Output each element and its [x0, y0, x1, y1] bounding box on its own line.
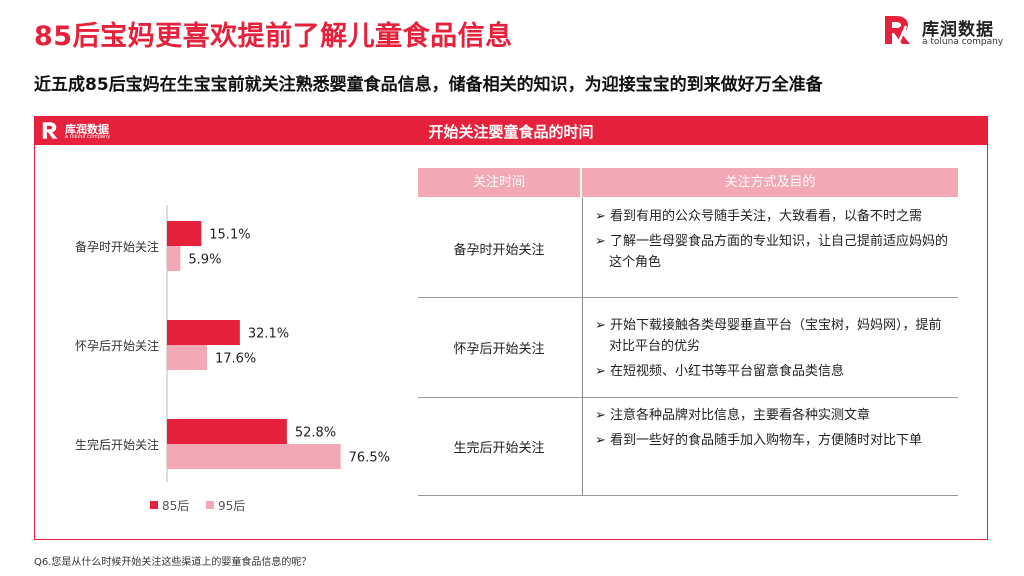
panel-title: 开始关注婴童食品的时间 [428, 123, 594, 141]
bar-chart: 备孕时开始关注 15.1% 5.9% 怀孕后开始关注 32.1% 17.6% 生完后开始关注… [75, 205, 390, 513]
table-row-divider [418, 495, 958, 496]
chart-panel: 库润数据 a toluna company 开始关注婴童食品的时间 [34, 116, 988, 540]
logo-name: 库润数据 [922, 20, 994, 40]
panel-logo-name: 库润数据 [65, 123, 109, 136]
table-row-method: ➢ 注意各种品牌对比信息，主要看各种实测文章 ➢ 看到一些好的食品随手加入购物车，… [582, 397, 958, 495]
table-bullet-item: ➢ 在短视频、小红书等平台留意食品类信息 [595, 364, 845, 379]
panel-logo: 库润数据 a toluna company [41, 120, 141, 142]
data-label: 5.9% [188, 253, 221, 268]
panel-logo-subtitle: a toluna company [65, 134, 111, 140]
data-label: 32.1% [248, 327, 289, 342]
page-title: 85后宝妈更喜欢提前了解儿童食品信息 [34, 21, 513, 52]
legend-swatch [206, 501, 214, 509]
category-label: 备孕时开始关注 [75, 239, 159, 254]
bar-95 [167, 444, 341, 469]
panel-logo-mark-icon [42, 122, 58, 139]
legend-swatch [150, 501, 158, 509]
table-row-divider [418, 397, 958, 398]
category-label: 怀孕后开始关注 [75, 338, 159, 353]
data-label: 52.8% [295, 426, 336, 441]
table-row-divider [418, 297, 958, 298]
table-row-time: 生完后开始关注 [453, 441, 545, 456]
table-bullet-item: ➢ 注意各种品牌对比信息，主要看各种实测文章 [595, 408, 871, 423]
table-row-time: 怀孕后开始关注 [453, 342, 545, 357]
table-row-method: ➢ 看到有用的公众号随手关注，大致看看，以备不时之需 ➢ 了解一些母婴食品方面的专… [582, 198, 958, 297]
data-label: 15.1% [209, 228, 250, 243]
brand-logo: 库润数据 a toluna company [882, 14, 1012, 54]
logo-subtitle: a toluna company [922, 37, 1004, 47]
page-subtitle: 近五成85后宝妈在生宝宝前就关注熟悉婴童食品信息，储备相关的知识，为迎接宝宝的到… [34, 75, 823, 95]
table-header-time: 关注时间 [418, 168, 580, 197]
bar-85 [167, 221, 202, 246]
table-bullet-item: ➢ 开始下载接触各类母婴垂直平台（宝宝树，妈妈网），提前对比平台的优劣 [595, 318, 942, 354]
bar-95 [167, 345, 207, 370]
footnote: Q6.您是从什么时候开始关注这些渠道上的婴童食品信息的呢？ [34, 557, 312, 568]
category-label: 生完后开始关注 [75, 437, 159, 452]
bar-85 [167, 320, 240, 345]
logo-mark-icon [885, 16, 910, 45]
legend-label: 95后 [218, 499, 245, 513]
bar-85 [167, 419, 287, 444]
panel-header: 库润数据 a toluna company 开始关注婴童食品的时间 [35, 117, 987, 145]
table-header-method: 关注方式及目的 [582, 168, 958, 197]
table-bullet-item: ➢ 看到一些好的食品随手加入购物车，方便随时对比下单 [595, 433, 923, 448]
bar-95 [167, 246, 181, 271]
data-label: 17.6% [215, 352, 256, 367]
table-bullet-item: ➢ 了解一些母婴食品方面的专业知识，让自己提前适应妈妈的这个角色 [595, 234, 949, 270]
data-label: 76.5% [349, 451, 390, 466]
table-row-time: 备孕时开始关注 [453, 242, 545, 258]
table-bullet-item: ➢ 看到有用的公众号随手关注，大致看看，以备不时之需 [595, 209, 923, 224]
legend-label: 85后 [162, 499, 189, 513]
table-row-method: ➢ 开始下载接触各类母婴垂直平台（宝宝树，妈妈网），提前对比平台的优劣 ➢ 在短视… [582, 297, 958, 397]
